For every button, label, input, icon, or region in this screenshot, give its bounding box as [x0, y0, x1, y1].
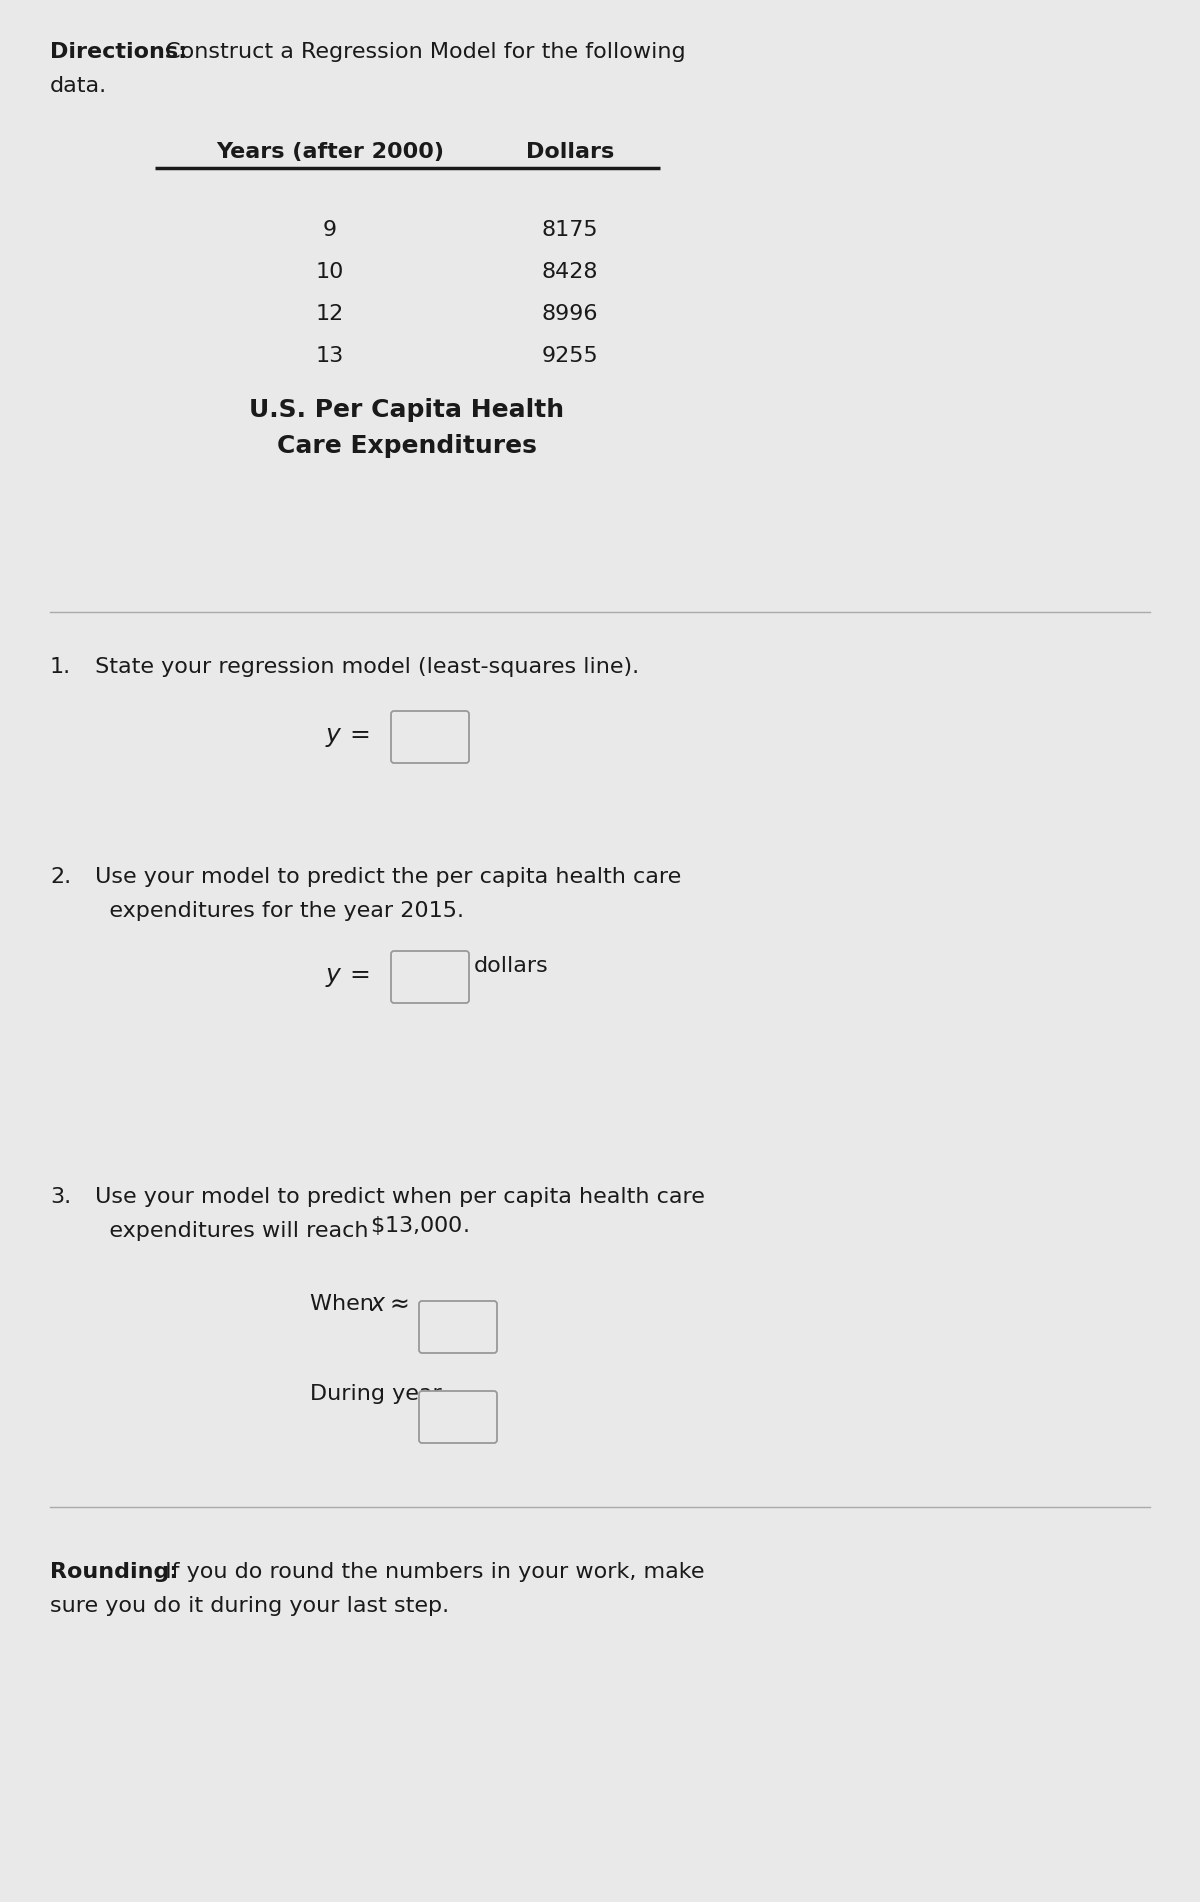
Text: Use your model to predict the per capita health care: Use your model to predict the per capita… [88, 867, 682, 886]
Text: dollars: dollars [474, 957, 548, 976]
FancyBboxPatch shape [419, 1301, 497, 1352]
Text: 8428: 8428 [541, 262, 599, 281]
Text: U.S. Per Capita Health: U.S. Per Capita Health [250, 398, 564, 422]
Text: 13: 13 [316, 346, 344, 365]
Text: sure you do it during your last step.: sure you do it during your last step. [50, 1596, 449, 1617]
Text: Dollars: Dollars [526, 143, 614, 162]
FancyBboxPatch shape [391, 951, 469, 1002]
Text: Care Expenditures: Care Expenditures [277, 434, 536, 458]
Text: $y\,=$: $y\,=$ [325, 725, 370, 749]
FancyBboxPatch shape [391, 711, 469, 763]
Text: Directions:: Directions: [50, 42, 187, 63]
FancyBboxPatch shape [419, 1390, 497, 1444]
Text: When: When [310, 1293, 382, 1314]
Text: During year: During year [310, 1385, 442, 1404]
Text: $x\approx$: $x\approx$ [370, 1291, 408, 1316]
Text: 10: 10 [316, 262, 344, 281]
Text: 8996: 8996 [541, 304, 599, 323]
Text: 9255: 9255 [541, 346, 599, 365]
Text: expenditures will reach: expenditures will reach [88, 1221, 376, 1240]
Text: $y\,=$: $y\,=$ [325, 964, 370, 989]
Text: State your regression model (least-squares line).: State your regression model (least-squar… [88, 656, 640, 677]
Text: 12: 12 [316, 304, 344, 323]
Text: 9: 9 [323, 221, 337, 240]
Text: If you do round the numbers in your work, make: If you do round the numbers in your work… [158, 1562, 704, 1582]
Text: 1.: 1. [50, 656, 71, 677]
Text: 2.: 2. [50, 867, 71, 886]
Text: Years (after 2000): Years (after 2000) [216, 143, 444, 162]
Text: Use your model to predict when per capita health care: Use your model to predict when per capit… [88, 1187, 704, 1208]
Text: Construct a Regression Model for the following: Construct a Regression Model for the fol… [158, 42, 685, 63]
Text: 3.: 3. [50, 1187, 71, 1208]
Text: $\$13{,}000$.: $\$13{,}000$. [370, 1213, 469, 1236]
Text: 8175: 8175 [541, 221, 599, 240]
Text: expenditures for the year 2015.: expenditures for the year 2015. [88, 902, 464, 921]
Text: Rounding:: Rounding: [50, 1562, 179, 1582]
Text: data.: data. [50, 76, 107, 95]
